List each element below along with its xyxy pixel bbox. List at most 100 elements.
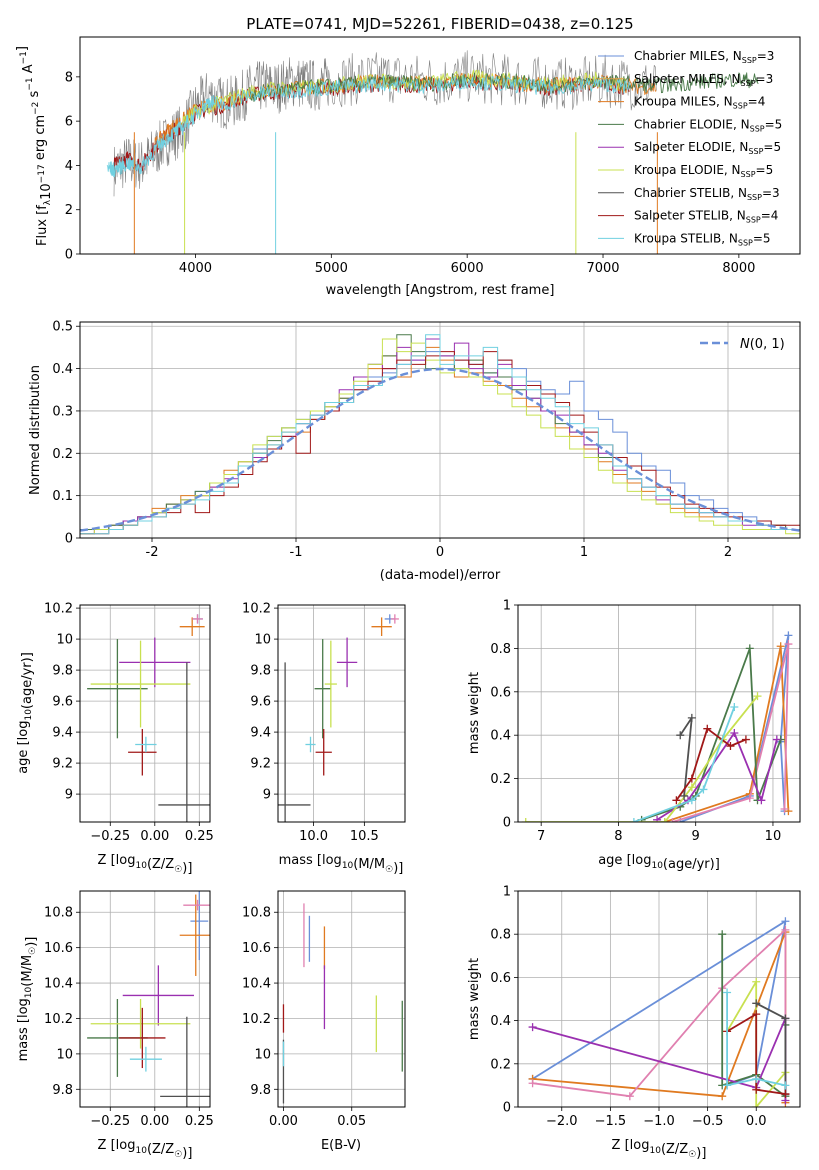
x-axis-label-part: ☉ (174, 1150, 182, 1160)
plus-marker (699, 785, 708, 794)
x-axis-label-part: (Z/Z (147, 1142, 174, 1157)
y-axis-label-part: 10 (24, 709, 34, 721)
legend-label: N(0, 1) (740, 337, 785, 352)
x-tick-label: 8000 (722, 261, 755, 276)
y-tick-label: 10.2 (44, 1012, 73, 1027)
y-axis-label-part: )] (24, 937, 39, 947)
x-axis-label: E(B-V) (321, 1138, 361, 1153)
x-axis-label: Z [log10(Z/Z☉)] (612, 1138, 707, 1161)
legend-sub: SSP (738, 238, 753, 247)
legend-value: =4 (748, 95, 766, 109)
plus-marker (752, 1103, 761, 1107)
y-tick-label: 6 (65, 115, 73, 130)
legend-sub: SSP (750, 124, 765, 133)
x-axis-label: Z [log10(Z/Z☉)] (98, 853, 193, 876)
y-tick-label: 10 (56, 633, 73, 648)
x-axis-label: (data-model)/error (380, 568, 501, 583)
plot-area (80, 334, 800, 535)
plus-marker (741, 735, 750, 744)
plus-marker (781, 925, 790, 934)
legend-text: Salpeter ELODIE, N (634, 140, 748, 154)
x-axis-label-part: 10 (342, 861, 354, 871)
legend-sub: SSP (746, 216, 761, 225)
y-tick-label: 0.8 (490, 642, 511, 657)
y-axis-label-part: (age/yr)] (20, 652, 35, 709)
plus-marker (703, 724, 712, 733)
legend-label: Chabrier STELIB, NSSP=3 (634, 186, 780, 202)
y-tick-label: 0.4 (490, 1014, 511, 1029)
x-tick-label: 7000 (586, 261, 619, 276)
y-axis-label-part: Flux [f (35, 205, 50, 246)
panel-age-vs-Z: −0.25 0.00 0.25 9 9.2 9.4 9.6 9.8 10 10.2 (44, 602, 214, 844)
plus-marker (752, 1074, 761, 1083)
x-tick-label: −0.25 (90, 829, 130, 844)
x-tick-label: −0.5 (692, 1114, 724, 1129)
plus-marker (757, 796, 766, 805)
y-tick-label: 0.2 (490, 772, 511, 787)
x-axis-label-part: 10 (135, 1146, 147, 1156)
x-tick-label: −1.0 (643, 1114, 675, 1129)
axes-frame (79, 321, 801, 539)
y-tick-label: 0.5 (52, 320, 73, 335)
legend-text: Kroupa ELODIE, N (634, 163, 741, 177)
y-axis-label: Flux [fλ10−17 erg cm−2 s−1 A−1] (15, 46, 54, 246)
panel-histogram: -2 -1 0 1 2 0 0.1 0.2 0.3 0.4 0.5 (52, 320, 801, 560)
y-tick-label: 10.2 (242, 1012, 271, 1027)
plus-marker (660, 818, 669, 822)
y-axis-label-part: A (21, 64, 36, 77)
x-axis-label-part: Z [log (612, 1138, 650, 1153)
y-axis-label-part: ] (15, 46, 30, 51)
legend-value: =5 (763, 140, 781, 154)
legend-value: =4 (761, 209, 779, 223)
x-axis-label-part: ☉ (688, 1150, 696, 1160)
plot-area (87, 891, 210, 1107)
y-axis-label-part: −1 (19, 51, 29, 64)
plus-marker (521, 818, 530, 822)
plus-marker (718, 1092, 727, 1101)
x-axis-label-part: 10 (649, 1146, 661, 1156)
axes-frame (277, 890, 406, 1108)
plus-marker (781, 1090, 790, 1099)
plus-marker (676, 731, 685, 740)
x-tick-label: −0.25 (90, 1114, 130, 1129)
y-axis-label-part: −2 (31, 102, 41, 115)
plus-marker (629, 818, 638, 822)
y-axis-label: Normed distribution (28, 365, 43, 495)
plot-area (528, 917, 790, 1107)
axes-frame (517, 604, 801, 823)
legend-text: N (740, 337, 750, 352)
y-tick-label: 9.8 (52, 1083, 73, 1098)
x-tick-label: 0 (436, 545, 444, 560)
y-tick-label: 10 (254, 633, 271, 648)
plus-marker (752, 1085, 761, 1094)
legend-label: Chabrier ELODIE, NSSP=5 (634, 117, 782, 133)
x-tick-label: 5000 (315, 261, 348, 276)
y-tick-label: 10.8 (242, 906, 271, 921)
legend-sub: SSP (742, 56, 757, 65)
x-tick-label: -2 (146, 545, 159, 560)
x-axis-label-part: )] (182, 1146, 192, 1161)
y-tick-label: 0.1 (52, 489, 73, 504)
legend-value: =3 (762, 186, 780, 200)
y-tick-label: 0 (503, 816, 511, 831)
panel-age-vs-mass: 10.0 10.5 9 9.2 9.4 9.6 9.8 10 10.2 (242, 602, 406, 844)
plus-marker (723, 988, 732, 997)
legend-text: Salpeter STELIB, N (634, 209, 746, 223)
plus-marker (528, 1023, 537, 1032)
y-tick-label: 0.6 (490, 971, 511, 986)
y-tick-label: 0.2 (490, 1057, 511, 1072)
legend-value: =5 (756, 163, 774, 177)
y-axis-label-part: ☉ (28, 947, 38, 955)
x-axis-label-part: Z [log (98, 853, 136, 868)
y-tick-label: 0 (65, 532, 73, 547)
plus-marker (772, 735, 781, 744)
y-tick-label: 9.4 (250, 726, 271, 741)
y-tick-label: 9.8 (52, 664, 73, 679)
axes-frame (79, 36, 801, 255)
y-tick-label: 8 (65, 70, 73, 85)
y-tick-label: 9 (263, 788, 271, 803)
y-tick-label: 9.6 (250, 695, 271, 710)
legend-label: Kroupa STELIB, NSSP=5 (634, 231, 771, 247)
y-tick-label: 10.8 (44, 906, 73, 921)
